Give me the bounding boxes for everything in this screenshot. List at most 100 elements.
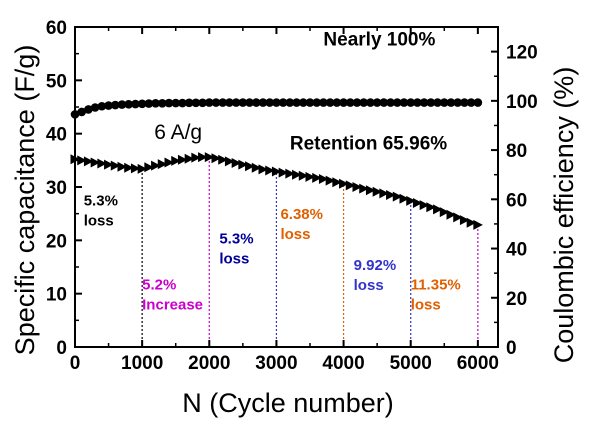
capacitance-point	[90, 157, 101, 168]
efficiency-point	[251, 98, 261, 107]
capacitance-point	[352, 182, 362, 192]
efficiency-point	[366, 98, 375, 107]
efficiency-point	[131, 99, 140, 109]
capacitance-point	[433, 204, 443, 215]
x-tick-label: 6000	[457, 353, 499, 374]
efficiency-point	[211, 98, 221, 107]
capacitance-point	[312, 172, 322, 183]
x-tick-label: 5000	[390, 353, 432, 374]
capacitance-point	[83, 156, 94, 167]
efficiency-point	[151, 99, 160, 108]
efficiency-point	[278, 98, 288, 107]
annotation-text: 6.38% loss	[280, 206, 323, 243]
annotation-line: Nearly 100%	[323, 30, 435, 51]
efficiency-point	[117, 100, 127, 109]
capacitance-point	[379, 188, 389, 199]
x-axis-label: N (Cycle number)	[182, 388, 394, 418]
y-left-tick-label: 30	[46, 178, 67, 199]
capacitance-point	[258, 164, 268, 175]
capacitance-point	[117, 161, 127, 172]
capacitance-point	[339, 178, 349, 189]
efficiency-point	[157, 99, 167, 108]
efficiency-point	[372, 98, 382, 107]
capacitance-point	[359, 183, 369, 194]
efficiency-point	[386, 98, 395, 107]
efficiency-point	[426, 98, 436, 107]
y-right-tick-label: 120	[506, 43, 538, 64]
capacitance-point	[204, 152, 215, 163]
capacitance-point	[124, 162, 134, 173]
annotation-line: 5.3%	[84, 193, 118, 210]
capacitance-point	[151, 160, 161, 171]
efficiency-point	[466, 98, 476, 107]
capacitance-point	[399, 193, 409, 204]
efficiency-point	[312, 98, 322, 107]
efficiency-point	[419, 98, 429, 107]
y-right-tick-label: 40	[506, 240, 527, 261]
y-left-tick-label: 20	[46, 231, 67, 252]
efficiency-point	[413, 98, 422, 107]
annotation-text: 6 A/g	[154, 121, 202, 144]
annotation-line: 9.92%	[354, 257, 397, 274]
y-right-tick-label: 20	[506, 289, 527, 310]
capacitance-point	[251, 162, 262, 173]
annotation-line: loss	[280, 226, 310, 243]
capacitance-point	[164, 157, 174, 168]
efficiency-point	[298, 98, 308, 107]
capacitance-point	[104, 159, 114, 170]
capacitance-point	[184, 153, 195, 164]
efficiency-point	[265, 98, 275, 107]
y-axis-right-label: Coulombic efficiency (%)	[549, 67, 579, 364]
capacitance-point	[137, 163, 148, 174]
efficiency-point	[90, 103, 100, 112]
y-left-tick-label: 0	[56, 338, 67, 359]
efficiency-point	[319, 98, 328, 107]
annotation-line: loss	[411, 296, 441, 313]
capacitance-point	[439, 207, 450, 218]
x-tick-label: 2000	[188, 353, 230, 374]
capacitance-point	[110, 160, 121, 171]
capacitance-point	[144, 162, 154, 173]
efficiency-point	[97, 101, 107, 111]
coulombic-efficiency-series	[70, 98, 483, 119]
efficiency-point	[164, 98, 174, 108]
y-left-tick-label: 10	[46, 285, 67, 306]
efficiency-point	[439, 98, 449, 107]
y-left-tick-label: 50	[46, 71, 67, 92]
data-series	[70, 98, 483, 230]
efficiency-point	[433, 98, 442, 107]
capacitance-point	[305, 171, 315, 182]
efficiency-point	[446, 98, 456, 107]
capacitance-point	[130, 163, 141, 174]
efficiency-point	[379, 98, 389, 107]
capacitance-point	[265, 165, 275, 176]
efficiency-point	[345, 98, 355, 107]
capacitance-point	[412, 198, 423, 208]
annotation-text: 5.3% loss	[84, 193, 118, 230]
capacitance-point	[332, 177, 342, 188]
efficiency-point	[204, 98, 214, 107]
annotation-line: 6.38%	[280, 206, 323, 223]
capacitance-point	[177, 154, 188, 165]
efficiency-point	[285, 98, 295, 107]
capacitance-point	[386, 190, 396, 200]
annotation-text: 9.92% loss	[354, 257, 397, 294]
capacitance-point	[171, 155, 181, 166]
efficiency-point	[184, 98, 194, 108]
capacitance-point	[466, 217, 477, 228]
efficiency-point	[104, 101, 113, 110]
capacitance-point	[372, 186, 383, 197]
capacitance-point	[446, 209, 456, 220]
efficiency-point	[238, 98, 248, 107]
annotation-line: 5.2%	[142, 276, 176, 293]
capacitance-point	[218, 154, 228, 165]
efficiency-point	[305, 98, 315, 107]
annotation-line: loss	[354, 277, 384, 294]
efficiency-point	[245, 98, 254, 107]
efficiency-point	[144, 99, 154, 108]
annotation-line: 5.3%	[219, 231, 253, 248]
efficiency-point	[453, 98, 463, 107]
capacitance-point	[77, 155, 87, 166]
efficiency-point	[272, 98, 281, 107]
